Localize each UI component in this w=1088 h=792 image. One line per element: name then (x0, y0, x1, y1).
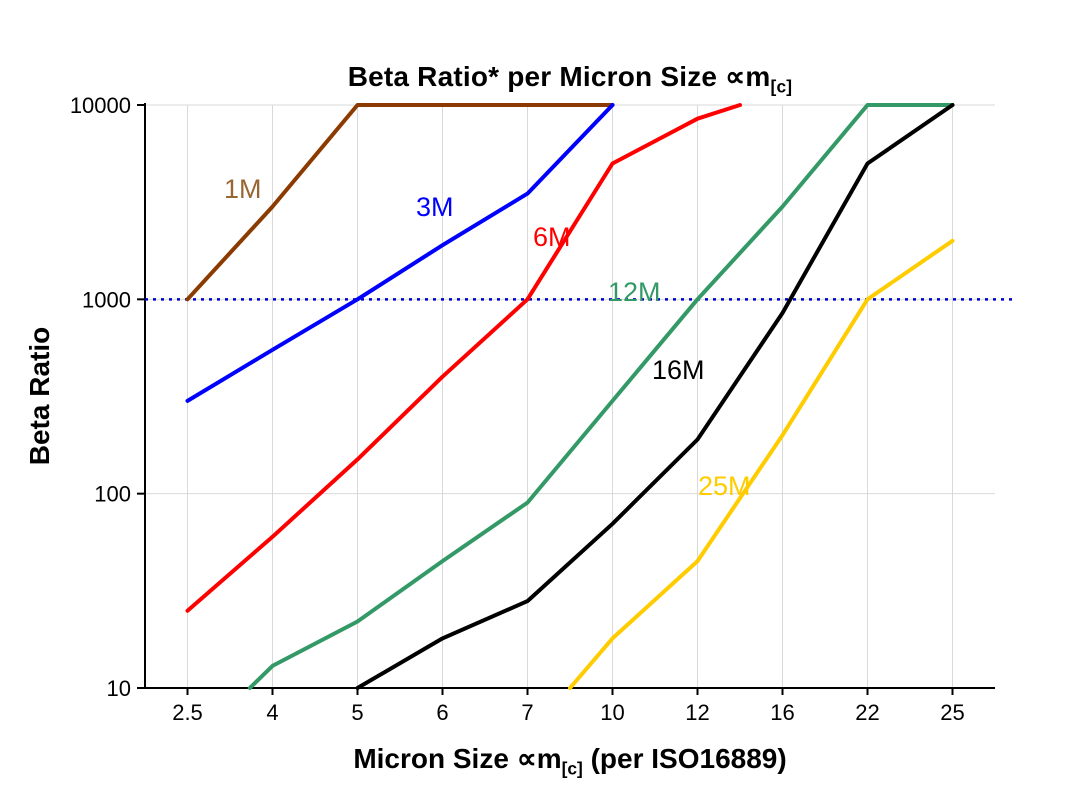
x-tick-label: 6 (436, 700, 448, 725)
y-tick-label: 10 (107, 676, 131, 701)
y-axis-title-text: Beta Ratio (24, 326, 55, 466)
series-label-6M: 6M (533, 222, 571, 252)
x-axis-title-symbol: ∝m (516, 743, 562, 774)
x-tick-label: 22 (855, 700, 879, 725)
x-tick-label: 5 (351, 700, 363, 725)
chart-title-text: Beta Ratio* per Micron Size (347, 61, 726, 92)
x-tick-label: 10 (600, 700, 624, 725)
y-tick-label: 1000 (82, 287, 131, 312)
series-label-16M: 16M (652, 355, 705, 385)
series-line-25M (568, 238, 955, 690)
x-axis-title-subscript: [c] (561, 758, 583, 779)
series-line-16M (355, 103, 955, 690)
x-tick-label: 25 (940, 700, 964, 725)
series-label-3M: 3M (416, 192, 454, 222)
x-tick-label: 4 (266, 700, 278, 725)
y-axis-title: Beta Ratio (24, 327, 56, 465)
x-tick-label: 12 (685, 700, 709, 725)
x-tick-label: 2.5 (172, 700, 203, 725)
series-line-3M (185, 103, 615, 403)
x-axis-title-text: Micron Size (353, 743, 517, 774)
chart-title: Beta Ratio* per Micron Size ∝m[c] (145, 60, 995, 98)
chart-title-subscript: [c] (770, 76, 793, 97)
series-label-25M: 25M (698, 471, 751, 501)
x-tick-label: 7 (521, 700, 533, 725)
chart-title-symbol: ∝m (725, 61, 771, 92)
series-label-1M: 1M (224, 174, 262, 204)
series-line-12M (247, 103, 955, 690)
y-tick-label: 100 (94, 482, 131, 507)
y-tick-label: 10000 (70, 93, 131, 118)
x-tick-label: 16 (770, 700, 794, 725)
x-axis-title-suffix: (per ISO16889) (582, 743, 787, 774)
series-line-1M (185, 103, 615, 302)
x-axis-title: Micron Size ∝m[c] (per ISO16889) (145, 742, 995, 780)
series-label-12M: 12M (608, 277, 661, 307)
series-line-6M (185, 103, 742, 613)
